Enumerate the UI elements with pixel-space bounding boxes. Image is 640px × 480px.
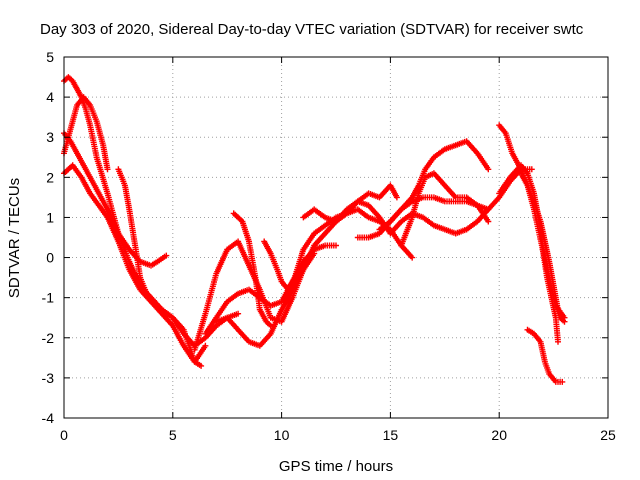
x-axis-label: GPS time / hours <box>279 458 393 475</box>
y-axis-label: SDTVAR / TECUs <box>6 178 23 298</box>
plot-frame <box>63 56 609 419</box>
x-tick-label: 25 <box>600 427 616 443</box>
series-trace-17 <box>518 170 561 313</box>
y-tick-label: -1 <box>42 290 55 306</box>
y-tick-label: 5 <box>46 49 54 65</box>
series-trace-9 <box>213 250 318 349</box>
y-tick-label: -3 <box>42 370 55 386</box>
series-trace-5 <box>115 166 209 365</box>
x-tick-label: 0 <box>60 427 68 443</box>
plus-markers <box>61 130 170 269</box>
plus-markers <box>376 138 492 233</box>
plus-markers <box>261 206 416 293</box>
y-tick-label: -4 <box>42 410 55 426</box>
grid-lines <box>64 57 608 418</box>
x-tick-label: 20 <box>491 427 507 443</box>
plus-markers <box>115 166 209 365</box>
series-trace-1 <box>61 74 242 349</box>
series-trace-8 <box>230 210 274 329</box>
y-tick-label: 1 <box>46 209 54 225</box>
series-trace-2 <box>61 94 111 173</box>
plus-markers <box>524 326 566 385</box>
series-trace-14 <box>398 170 492 249</box>
series-trace-19 <box>524 326 566 385</box>
y-tick-label: 4 <box>46 89 54 105</box>
series-trace-3 <box>61 130 170 269</box>
plus-markers <box>213 250 318 349</box>
y-tick-label: -2 <box>42 330 55 346</box>
x-tick-label: 15 <box>383 427 399 443</box>
chart-title: Day 303 of 2020, Sidereal Day-to-day VTE… <box>40 21 584 38</box>
plus-markers <box>61 74 242 349</box>
series-trace-18 <box>539 246 561 345</box>
y-tick-label: 2 <box>46 169 54 185</box>
series-trace-10 <box>261 206 416 293</box>
y-tick-label: 3 <box>46 129 54 145</box>
plus-markers <box>230 210 274 329</box>
plus-markers <box>539 246 561 345</box>
data-series <box>61 74 568 385</box>
axis-ticks: 0 5 10 15 20 25 -4 -3 -2 -1 0 1 2 3 4 5 <box>42 49 616 443</box>
plus-markers <box>61 94 111 173</box>
y-tick-label: 0 <box>46 250 54 266</box>
plus-markers <box>398 170 492 249</box>
x-tick-label: 5 <box>169 427 177 443</box>
plus-markers <box>518 170 561 313</box>
x-tick-label: 10 <box>274 427 290 443</box>
series-trace-13 <box>376 138 492 233</box>
